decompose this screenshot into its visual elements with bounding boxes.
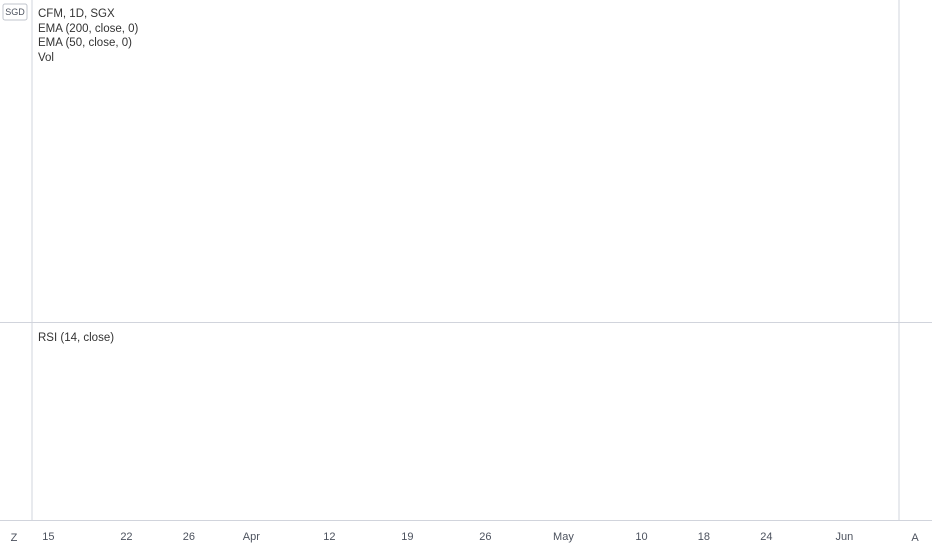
x-tick-label: 18 bbox=[698, 531, 710, 543]
x-tick-label: 26 bbox=[479, 531, 491, 543]
currency-badge bbox=[2, 3, 28, 21]
symbol-title: CFM, 1D, SGX bbox=[38, 8, 115, 20]
x-tick-label: 15 bbox=[42, 531, 54, 543]
indicator-legend: EMA (200, close, 0) bbox=[38, 23, 139, 35]
currency: SGD bbox=[5, 7, 25, 17]
x-tick-label: May bbox=[553, 531, 574, 543]
x-tick-label: Apr bbox=[243, 531, 260, 543]
rsi-title: RSI (14, close) bbox=[38, 332, 114, 344]
indicator-legend: EMA (50, close, 0) bbox=[38, 37, 132, 49]
indicator-legend: Vol bbox=[38, 52, 54, 64]
x-tick-label: 12 bbox=[323, 531, 335, 543]
x-tick-label: 22 bbox=[120, 531, 132, 543]
auto-scale-button[interactable]: A bbox=[911, 532, 919, 544]
scale-button[interactable]: Z bbox=[11, 532, 18, 544]
x-tick-label: 24 bbox=[760, 531, 772, 543]
x-tick-label: 26 bbox=[183, 531, 195, 543]
x-tick-label: 10 bbox=[635, 531, 647, 543]
x-tick-label: 19 bbox=[401, 531, 413, 543]
x-tick-label: Jun bbox=[836, 531, 854, 543]
